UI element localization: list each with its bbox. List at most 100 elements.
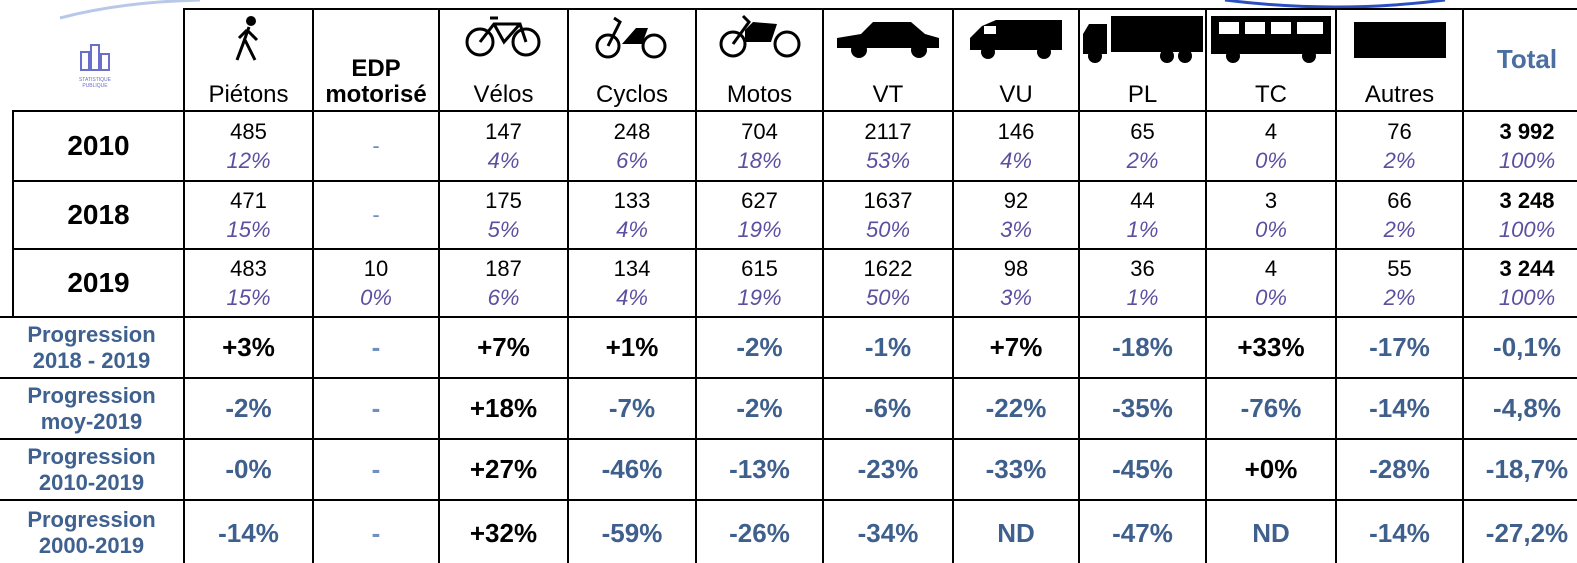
- year-label: 2019: [12, 248, 185, 318]
- data-cell: 147 4%: [438, 110, 569, 182]
- count: 3 992: [1499, 119, 1555, 144]
- data-cell: -34%: [822, 499, 954, 563]
- data-cell: -22%: [952, 377, 1080, 440]
- vehicle-icon: [837, 22, 939, 58]
- data-cell: -26%: [695, 499, 824, 563]
- progression-value: +0%: [1244, 454, 1298, 484]
- data-cell: -6%: [822, 377, 954, 440]
- share: 5%: [487, 217, 520, 242]
- data-cell: -14%: [1335, 377, 1464, 440]
- data-cell: 485 12%: [183, 110, 314, 182]
- data-cell: 3 0%: [1205, 180, 1337, 250]
- data-cell: 2117 53%: [822, 110, 954, 182]
- vehicle-icon: [595, 16, 667, 59]
- header-text: Motos: [726, 81, 793, 108]
- header-text: EDP motorisé: [325, 55, 427, 108]
- data-cell: -2%: [695, 377, 824, 440]
- share: 4%: [487, 148, 520, 173]
- data-cell: 55 2%: [1335, 248, 1464, 318]
- data-cell: -14%: [1335, 499, 1464, 563]
- column-header: Autres: [1335, 8, 1464, 112]
- data-cell: -76%: [1205, 377, 1337, 440]
- header-text: PL: [1127, 81, 1158, 108]
- count: 65: [1130, 119, 1155, 144]
- data-cell: -23%: [822, 438, 954, 501]
- share: 53%: [865, 148, 911, 173]
- data-cell: -: [312, 110, 440, 182]
- data-cell: -: [312, 316, 440, 379]
- progression-value: -46%: [601, 454, 663, 484]
- progression-value: -4,8%: [1493, 393, 1561, 423]
- data-cell: 92 3%: [952, 180, 1080, 250]
- count: 147: [485, 119, 522, 144]
- share: 3%: [1000, 217, 1032, 242]
- data-cell: 471 15%: [183, 180, 314, 250]
- header-text: Autres: [1364, 81, 1435, 108]
- share: 2%: [1383, 285, 1416, 310]
- data-cell: 3 244 100%: [1462, 248, 1577, 318]
- data-cell: +7%: [952, 316, 1080, 379]
- data-cell: 36 1%: [1078, 248, 1207, 318]
- progression-value: -33%: [985, 454, 1047, 484]
- data-cell: -4,8%: [1462, 377, 1577, 440]
- progression-value: -14%: [1369, 517, 1430, 548]
- progression-value: -27,2%: [1485, 517, 1569, 548]
- data-cell: 146 4%: [952, 110, 1080, 182]
- count: 248: [613, 119, 651, 144]
- progression-value: -: [371, 517, 381, 548]
- progression-value: -: [371, 393, 381, 423]
- year-label: 2010: [12, 110, 185, 182]
- progression-value: +32%: [469, 517, 538, 548]
- column-header: TC: [1205, 8, 1337, 112]
- count: 485: [230, 119, 267, 144]
- progression-value: -35%: [1112, 393, 1173, 423]
- column-header: Cyclos: [567, 8, 697, 112]
- share: 12%: [226, 148, 271, 173]
- data-cell: -35%: [1078, 377, 1207, 440]
- vehicle-icon: [1211, 16, 1331, 63]
- logo: STATISTIQUE PUBLIQUE: [70, 42, 120, 89]
- header-text: VT: [872, 81, 904, 108]
- decoration: [59, 0, 201, 20]
- data-cell: -13%: [695, 438, 824, 501]
- column-header: VT: [822, 8, 954, 112]
- share: 1%: [1126, 285, 1159, 310]
- count: 76: [1387, 119, 1412, 144]
- data-cell: 3 992 100%: [1462, 110, 1577, 182]
- progression-value: +7%: [989, 332, 1043, 362]
- progression-value: -2%: [736, 393, 783, 423]
- share: 4%: [1000, 148, 1032, 173]
- count: -: [372, 202, 380, 227]
- share: 100%: [1498, 217, 1556, 242]
- progression-value: -0%: [225, 454, 272, 484]
- column-header: Total: [1462, 8, 1577, 112]
- data-cell: 627 19%: [695, 180, 824, 250]
- share: 19%: [737, 285, 782, 310]
- data-cell: -46%: [567, 438, 697, 501]
- count: 471: [230, 188, 267, 213]
- data-cell: -18%: [1078, 316, 1207, 379]
- data-cell: +33%: [1205, 316, 1337, 379]
- share: 4%: [616, 285, 648, 310]
- progression-label: Progression moy-2019: [0, 377, 185, 440]
- progression-value: -13%: [729, 454, 790, 484]
- column-header: VU: [952, 8, 1080, 112]
- data-cell: -17%: [1335, 316, 1464, 379]
- data-cell: 1622 50%: [822, 248, 954, 318]
- share: 2%: [1383, 148, 1416, 173]
- count: 133: [613, 188, 651, 213]
- share: 0%: [1255, 148, 1287, 173]
- progression-value: ND: [997, 517, 1035, 548]
- count: 175: [485, 188, 522, 213]
- count: 10: [363, 256, 389, 281]
- data-cell: 4 0%: [1205, 110, 1337, 182]
- count: 4: [1264, 119, 1278, 144]
- progression-value: +1%: [605, 332, 659, 362]
- share: 0%: [1255, 285, 1287, 310]
- data-cell: ND: [1205, 499, 1337, 563]
- header-text: TC: [1255, 81, 1287, 108]
- count: 187: [485, 256, 522, 281]
- progression-value: -2%: [736, 332, 783, 362]
- count: 66: [1387, 188, 1412, 213]
